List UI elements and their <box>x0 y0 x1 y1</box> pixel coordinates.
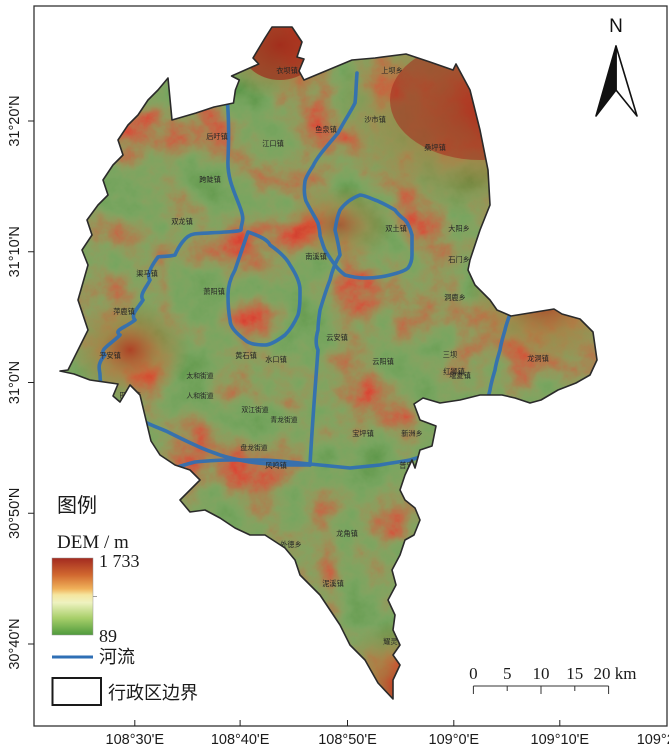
svg-text:泥溪镇: 泥溪镇 <box>322 579 344 588</box>
svg-text:堰坪镇: 堰坪镇 <box>444 499 466 508</box>
svg-text:双江街道: 双江街道 <box>241 405 268 414</box>
svg-text:洞鹿乡: 洞鹿乡 <box>444 293 466 302</box>
svg-text:新洲乡: 新洲乡 <box>401 429 423 438</box>
svg-text:大阳乡: 大阳乡 <box>448 224 470 233</box>
svg-text:云安镇: 云安镇 <box>326 333 348 342</box>
svg-text:寨草镇: 寨草镇 <box>421 543 443 552</box>
svg-text:萧阳镇: 萧阳镇 <box>203 287 225 296</box>
svg-text:自治乡: 自治乡 <box>430 593 451 602</box>
svg-text:89: 89 <box>99 626 117 646</box>
svg-text:1 733: 1 733 <box>99 551 140 571</box>
svg-text:南溪镇: 南溪镇 <box>305 252 327 261</box>
svg-text:故陵镇: 故陵镇 <box>468 426 490 435</box>
svg-text:清水土家族: 清水土家族 <box>415 583 449 592</box>
svg-text:108°40'E: 108°40'E <box>211 732 270 748</box>
svg-text:渠马镇: 渠马镇 <box>136 269 158 278</box>
svg-text:N: N <box>609 16 623 37</box>
svg-text:5: 5 <box>503 664 512 683</box>
svg-text:云阳镇: 云阳镇 <box>372 357 394 366</box>
svg-text:石门乡: 石门乡 <box>448 255 470 264</box>
svg-text:108°50'E: 108°50'E <box>318 732 377 748</box>
svg-text:人和街道: 人和街道 <box>186 391 213 400</box>
svg-text:河流: 河流 <box>99 647 135 667</box>
svg-text:31°10'N: 31°10'N <box>7 226 23 277</box>
svg-text:青龙街道: 青龙街道 <box>270 415 297 424</box>
svg-text:耀灵乡: 耀灵乡 <box>383 637 405 646</box>
svg-text:后吁镇: 后吁镇 <box>206 132 228 141</box>
svg-text:双土镇: 双土镇 <box>385 224 407 233</box>
svg-text:龙洞镇: 龙洞镇 <box>527 354 549 363</box>
svg-text:萍鹿镇: 萍鹿镇 <box>113 307 135 316</box>
svg-text:宝坪镇: 宝坪镇 <box>352 429 374 438</box>
svg-text:108°30'E: 108°30'E <box>106 732 165 748</box>
svg-text:双龙镇: 双龙镇 <box>171 217 193 226</box>
svg-text:江口镇: 江口镇 <box>262 139 284 148</box>
svg-text:30°50'N: 30°50'N <box>7 488 23 539</box>
svg-text:行政区边界: 行政区边界 <box>108 683 198 703</box>
svg-text:DEM / m: DEM / m <box>57 532 129 553</box>
svg-text:龙角镇: 龙角镇 <box>336 529 358 538</box>
svg-text:桑坪镇: 桑坪镇 <box>424 143 446 152</box>
svg-text:图例: 图例 <box>57 494 97 517</box>
svg-text:风鸣镇: 风鸣镇 <box>265 461 287 470</box>
svg-text:20 km: 20 km <box>594 664 637 683</box>
svg-text:跨陡镇: 跨陡镇 <box>199 175 221 184</box>
svg-text:三坝: 三坝 <box>443 350 457 359</box>
svg-text:上坝乡: 上坝乡 <box>381 66 403 75</box>
svg-text:鱼泉镇: 鱼泉镇 <box>315 125 337 134</box>
svg-text:黄石镇: 黄石镇 <box>235 351 257 360</box>
svg-text:109°20'E: 109°20'E <box>637 732 669 748</box>
svg-text:31°20'N: 31°20'N <box>7 95 23 146</box>
svg-text:109°10'E: 109°10'E <box>531 732 590 748</box>
svg-text:10: 10 <box>533 664 550 683</box>
svg-text:红狮镇: 红狮镇 <box>443 367 465 376</box>
svg-text:太和街道: 太和街道 <box>186 371 213 380</box>
svg-text:30°40'N: 30°40'N <box>7 618 23 669</box>
svg-text:0: 0 <box>469 664 478 683</box>
svg-text:水口镇: 水口镇 <box>265 355 287 364</box>
svg-text:衣坝镇: 衣坝镇 <box>276 66 298 75</box>
svg-text:平安镇: 平安镇 <box>99 351 121 360</box>
svg-text:31°0'N: 31°0'N <box>7 361 23 404</box>
svg-text:109°0'E: 109°0'E <box>429 732 480 748</box>
svg-text:盘龙街道: 盘龙街道 <box>240 443 267 452</box>
svg-text:15: 15 <box>566 664 583 683</box>
svg-text:沙市镇: 沙市镇 <box>364 115 386 124</box>
